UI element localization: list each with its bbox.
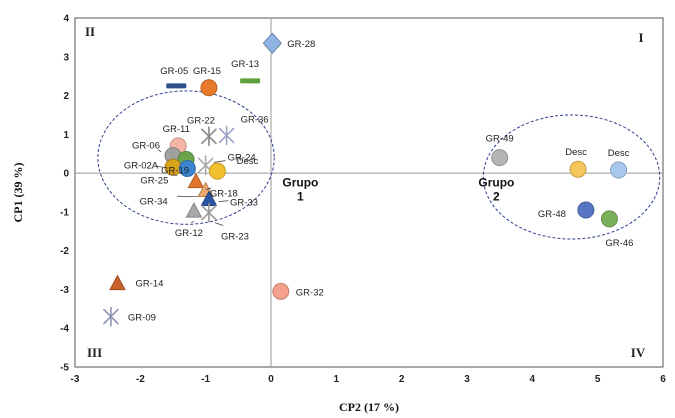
y-tick-label: 3 bbox=[63, 52, 69, 63]
marker-gr-25 bbox=[178, 159, 196, 177]
point-label: GR-05 bbox=[160, 66, 188, 77]
point-label: Desc bbox=[565, 147, 587, 158]
plot-border bbox=[74, 17, 664, 368]
marker-gr-18 bbox=[187, 172, 205, 189]
marker-desc bbox=[569, 160, 587, 178]
point-label: GR-46 bbox=[605, 238, 633, 249]
leader-line bbox=[190, 220, 195, 224]
x-tick-label: 5 bbox=[595, 374, 601, 385]
plot-frame bbox=[74, 17, 664, 368]
leader-line bbox=[157, 149, 162, 152]
point-label: GR-36 bbox=[241, 114, 269, 125]
marker-gr-14 bbox=[109, 274, 126, 291]
point-label: GR-12 bbox=[175, 228, 203, 239]
group-ellipses bbox=[97, 90, 661, 240]
y-axis-title: CP1 (39 %) bbox=[11, 163, 25, 223]
quadrant-label: III bbox=[87, 345, 102, 360]
point-label: GR-13 bbox=[231, 59, 259, 70]
point-label: GR-11 bbox=[163, 124, 190, 135]
point-markers bbox=[103, 32, 628, 327]
marker-gr-05 bbox=[166, 83, 187, 89]
y-tick-label: 4 bbox=[63, 14, 69, 25]
point-label: GR-22 bbox=[187, 115, 215, 126]
y-tick-label: -5 bbox=[60, 363, 69, 374]
y-tick-label: -1 bbox=[60, 207, 69, 218]
x-tick-label: -1 bbox=[201, 374, 210, 385]
point-label: GR-09 bbox=[128, 313, 156, 324]
leader-line bbox=[213, 160, 226, 163]
y-tick-label: -2 bbox=[60, 246, 69, 257]
point-label: GR-33 bbox=[230, 197, 258, 208]
marker-gr-15 bbox=[200, 79, 218, 97]
point-label: GR-18 bbox=[210, 189, 238, 200]
quadrant-label: I bbox=[638, 30, 643, 45]
y-tick-label: 2 bbox=[63, 91, 69, 102]
marker-desc bbox=[208, 162, 226, 180]
leader-line bbox=[218, 200, 229, 202]
leader-line bbox=[169, 174, 178, 176]
point-label: GR-48 bbox=[538, 209, 566, 220]
x-tick-label: 0 bbox=[268, 374, 274, 385]
x-tick-label: 3 bbox=[464, 374, 470, 385]
point-label: GR-28 bbox=[287, 39, 315, 50]
point-label: GR-23 bbox=[221, 232, 249, 243]
leader-line bbox=[155, 165, 164, 168]
x-tick-label: 1 bbox=[334, 374, 340, 385]
point-label: GR-02A bbox=[124, 160, 159, 171]
point-label: GR-32 bbox=[296, 287, 324, 298]
point-label: Desc bbox=[608, 148, 630, 159]
point-label: GR-24 bbox=[228, 152, 256, 163]
marker-desc bbox=[610, 161, 628, 179]
label-leader-lines bbox=[155, 149, 229, 226]
x-tick-label: -3 bbox=[71, 374, 80, 385]
marker-gr-49 bbox=[491, 149, 509, 167]
y-tick-label: 1 bbox=[63, 130, 69, 141]
marker-gr-28 bbox=[262, 32, 282, 54]
marker-gr-32 bbox=[272, 282, 290, 300]
y-tick-label: -4 bbox=[60, 324, 69, 335]
marker-gr-46 bbox=[600, 210, 618, 228]
x-tick-label: 6 bbox=[660, 374, 666, 385]
x-tick-labels: -3 -2 -1 0 1 2 3 4 5 6 bbox=[71, 374, 667, 385]
group-ellipse bbox=[97, 90, 275, 225]
marker-gr-12 bbox=[185, 202, 203, 218]
leader-line bbox=[214, 222, 224, 226]
y-tick-label: -3 bbox=[60, 285, 69, 296]
group-number: 2 bbox=[493, 190, 500, 204]
y-tick-labels: -5 -4 -3 -2 -1 0 1 2 3 4 bbox=[60, 14, 69, 374]
marker-gr-48 bbox=[577, 201, 595, 219]
point-label: GR-25 bbox=[140, 175, 168, 186]
group-label: Grupo bbox=[478, 176, 514, 190]
group-label: Grupo bbox=[282, 176, 318, 190]
quadrant-label: II bbox=[85, 24, 95, 39]
leader-line bbox=[205, 187, 212, 190]
point-label: GR-49 bbox=[486, 134, 514, 145]
point-label: GR-19 bbox=[161, 166, 189, 177]
point-label: GR-15 bbox=[193, 66, 221, 77]
x-axis-title: CP2 (17 %) bbox=[339, 400, 399, 414]
point-label: Desc bbox=[237, 156, 259, 167]
y-tick-label: 0 bbox=[63, 169, 69, 180]
quadrant-label: IV bbox=[631, 345, 646, 360]
x-tick-label: 2 bbox=[399, 374, 405, 385]
point-label: GR-34 bbox=[140, 197, 168, 208]
x-tick-label: 4 bbox=[530, 374, 536, 385]
point-label: GR-06 bbox=[132, 141, 160, 152]
point-label: GR-14 bbox=[135, 279, 163, 290]
marker-gr-13 bbox=[240, 78, 261, 84]
group-number: 1 bbox=[297, 190, 304, 204]
group-ellipse bbox=[482, 114, 661, 240]
x-tick-label: -2 bbox=[136, 374, 145, 385]
